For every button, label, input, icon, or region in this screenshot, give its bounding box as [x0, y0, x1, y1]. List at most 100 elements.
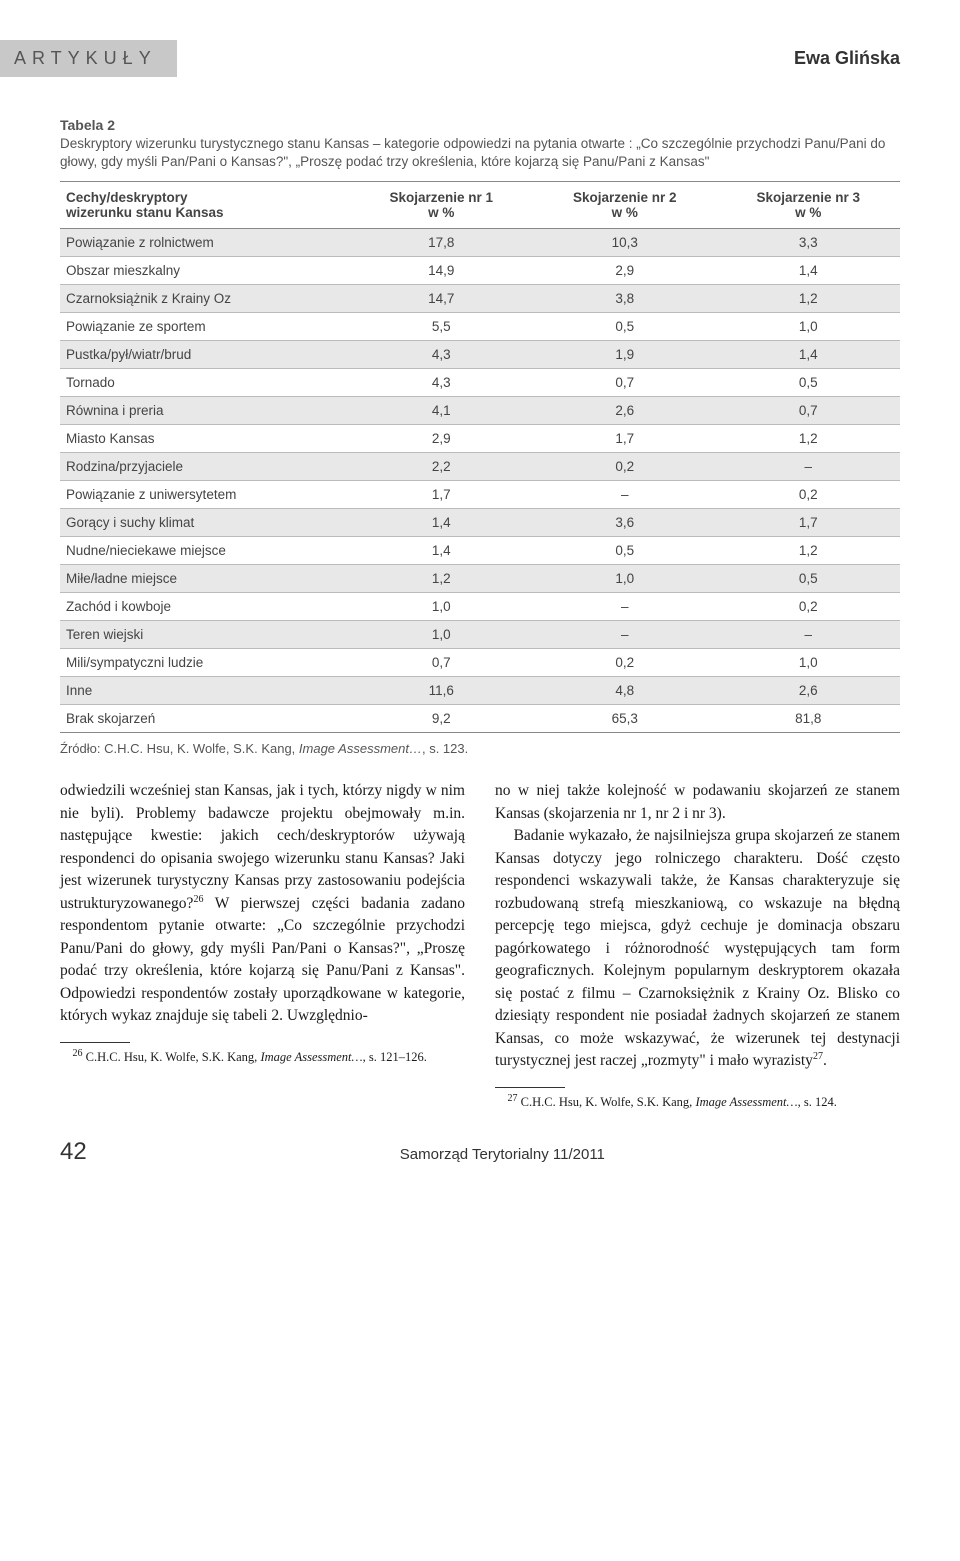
- table-cell: 1,2: [350, 565, 533, 593]
- table-cell: 1,7: [350, 481, 533, 509]
- table-cell: –: [717, 621, 901, 649]
- table-cell: 2,6: [533, 397, 716, 425]
- table-cell: 2,6: [717, 677, 901, 705]
- table-cell: 17,8: [350, 229, 533, 257]
- table-cell: 0,2: [717, 593, 901, 621]
- table-cell: –: [533, 621, 716, 649]
- table-cell: Miasto Kansas: [60, 425, 350, 453]
- table-cell: 4,1: [350, 397, 533, 425]
- publication-info: Samorząd Terytorialny 11/2011: [105, 1146, 900, 1163]
- col-header-0: Cechy/deskryptory wizerunku stanu Kansas: [60, 182, 350, 229]
- table-cell: 14,9: [350, 257, 533, 285]
- table-cell: 1,4: [350, 509, 533, 537]
- table-cell: 3,6: [533, 509, 716, 537]
- table-row: Zachód i kowboje1,0–0,2: [60, 593, 900, 621]
- data-table: Cechy/deskryptory wizerunku stanu Kansas…: [60, 181, 900, 733]
- right-column: no w niej także kolejność w podawaniu sk…: [495, 780, 900, 1110]
- page-number: 42: [60, 1138, 87, 1166]
- table-description: Deskryptory wizerunku turystycznego stan…: [60, 135, 900, 171]
- table-row: Teren wiejski1,0––: [60, 621, 900, 649]
- table-cell: 11,6: [350, 677, 533, 705]
- table-cell: 1,0: [717, 649, 901, 677]
- table-cell: –: [533, 593, 716, 621]
- table-cell: Inne: [60, 677, 350, 705]
- table-cell: 1,7: [533, 425, 716, 453]
- table-block: Tabela 2 Deskryptory wizerunku turystycz…: [60, 117, 900, 756]
- table-cell: Teren wiejski: [60, 621, 350, 649]
- table-cell: 4,3: [350, 341, 533, 369]
- table-row: Pustka/pył/wiatr/brud4,31,91,4: [60, 341, 900, 369]
- table-cell: Gorący i suchy klimat: [60, 509, 350, 537]
- table-cell: Czarnoksiążnik z Krainy Oz: [60, 285, 350, 313]
- table-cell: 0,5: [717, 565, 901, 593]
- table-cell: Mili/sympatyczni ludzie: [60, 649, 350, 677]
- table-row: Czarnoksiążnik z Krainy Oz14,73,81,2: [60, 285, 900, 313]
- table-cell: 1,2: [717, 425, 901, 453]
- table-cell: –: [717, 453, 901, 481]
- table-cell: 3,8: [533, 285, 716, 313]
- footnote-rule: [495, 1087, 565, 1088]
- col-header-3: Skojarzenie nr 3 w %: [717, 182, 901, 229]
- table-cell: 9,2: [350, 705, 533, 733]
- table-cell: 4,8: [533, 677, 716, 705]
- table-row: Miłe/ładne miejsce1,21,00,5: [60, 565, 900, 593]
- table-cell: 2,9: [533, 257, 716, 285]
- page-header: ARTYKUŁY Ewa Glińska: [60, 40, 900, 77]
- table-cell: 65,3: [533, 705, 716, 733]
- table-cell: 0,7: [717, 397, 901, 425]
- table-cell: 0,2: [717, 481, 901, 509]
- table-cell: Równina i preria: [60, 397, 350, 425]
- table-row: Inne11,64,82,6: [60, 677, 900, 705]
- table-cell: Obszar mieszkalny: [60, 257, 350, 285]
- table-title: Tabela 2: [60, 117, 900, 133]
- table-source: Źródło: C.H.C. Hsu, K. Wolfe, S.K. Kang,…: [60, 741, 900, 756]
- table-cell: Powiązanie z uniwersytetem: [60, 481, 350, 509]
- table-cell: 1,0: [350, 593, 533, 621]
- table-row: Tornado4,30,70,5: [60, 369, 900, 397]
- table-row: Powiązanie z rolnictwem17,810,33,3: [60, 229, 900, 257]
- table-cell: Powiązanie z rolnictwem: [60, 229, 350, 257]
- table-row: Powiązanie z uniwersytetem1,7–0,2: [60, 481, 900, 509]
- table-cell: Rodzina/przyjaciele: [60, 453, 350, 481]
- table-cell: 5,5: [350, 313, 533, 341]
- table-cell: 0,7: [533, 369, 716, 397]
- table-cell: 10,3: [533, 229, 716, 257]
- table-cell: 2,2: [350, 453, 533, 481]
- table-cell: 0,5: [533, 313, 716, 341]
- table-cell: 1,9: [533, 341, 716, 369]
- table-cell: 1,0: [350, 621, 533, 649]
- table-cell: 4,3: [350, 369, 533, 397]
- table-cell: –: [533, 481, 716, 509]
- table-body: Powiązanie z rolnictwem17,810,33,3Obszar…: [60, 229, 900, 733]
- table-row: Równina i preria4,12,60,7: [60, 397, 900, 425]
- left-column: odwiedzili wcześniej stan Kansas, jak i …: [60, 780, 465, 1110]
- table-row: Miasto Kansas2,91,71,2: [60, 425, 900, 453]
- table-row: Nudne/nieciekawe miejsce1,40,51,2: [60, 537, 900, 565]
- table-row: Rodzina/przyjaciele2,20,2–: [60, 453, 900, 481]
- right-paragraph-2: Badanie wykazało, że najsilniejsza grupa…: [495, 825, 900, 1072]
- table-cell: 1,2: [717, 537, 901, 565]
- table-cell: 1,7: [717, 509, 901, 537]
- table-row: Obszar mieszkalny14,92,91,4: [60, 257, 900, 285]
- page-footer: 42 Samorząd Terytorialny 11/2011: [60, 1138, 900, 1166]
- table-cell: 1,0: [717, 313, 901, 341]
- author-name: Ewa Glińska: [794, 48, 900, 69]
- table-cell: 2,9: [350, 425, 533, 453]
- table-cell: Pustka/pył/wiatr/brud: [60, 341, 350, 369]
- table-cell: 0,2: [533, 649, 716, 677]
- table-cell: Tornado: [60, 369, 350, 397]
- table-cell: 1,4: [717, 257, 901, 285]
- table-cell: 3,3: [717, 229, 901, 257]
- table-row: Brak skojarzeń9,265,381,8: [60, 705, 900, 733]
- table-cell: 1,0: [533, 565, 716, 593]
- footnote-26: 26 C.H.C. Hsu, K. Wolfe, S.K. Kang, Imag…: [60, 1047, 465, 1065]
- footnote-rule: [60, 1042, 130, 1043]
- table-cell: Brak skojarzeń: [60, 705, 350, 733]
- col-header-1: Skojarzenie nr 1 w %: [350, 182, 533, 229]
- table-cell: Nudne/nieciekawe miejsce: [60, 537, 350, 565]
- table-row: Gorący i suchy klimat1,43,61,7: [60, 509, 900, 537]
- table-cell: Zachód i kowboje: [60, 593, 350, 621]
- table-cell: Miłe/ładne miejsce: [60, 565, 350, 593]
- table-cell: 1,4: [350, 537, 533, 565]
- table-cell: 81,8: [717, 705, 901, 733]
